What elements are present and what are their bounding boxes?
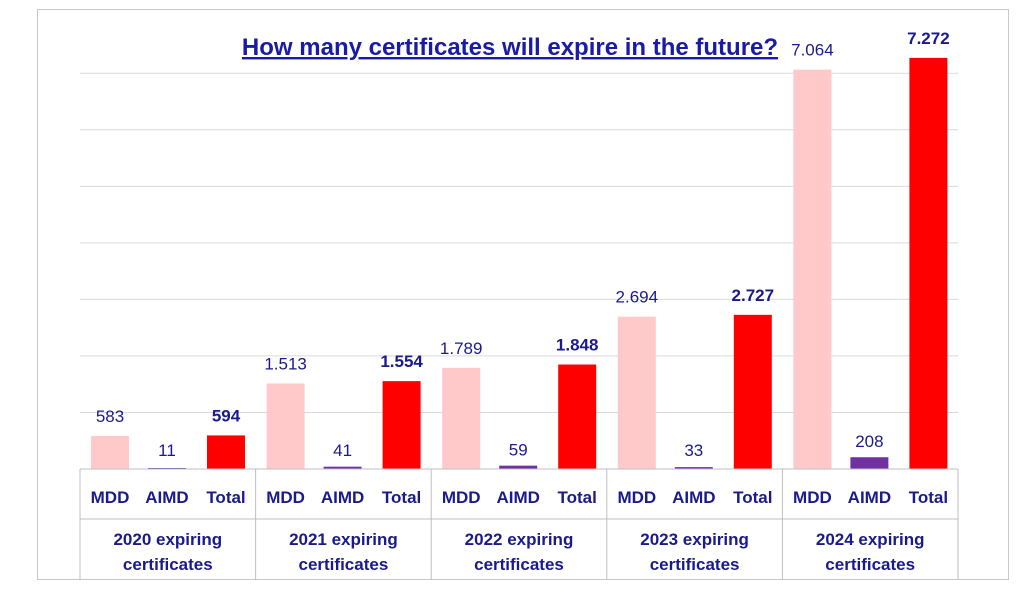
category-label: MDD	[442, 488, 481, 507]
value-label: 1.554	[380, 352, 423, 371]
value-label: 594	[212, 406, 241, 425]
value-label: 2.727	[732, 286, 775, 305]
group-label-line2: certificates	[474, 555, 564, 574]
category-label: AIMD	[496, 488, 539, 507]
group-label-line2: certificates	[650, 555, 740, 574]
value-label: 41	[333, 441, 352, 460]
category-label: AIMD	[321, 488, 364, 507]
value-label: 7.064	[791, 41, 834, 60]
category-label: MDD	[91, 488, 130, 507]
chart-frame	[37, 9, 1009, 580]
group-label-line2: certificates	[825, 555, 915, 574]
value-label: 1.513	[264, 354, 307, 373]
bar-total	[909, 57, 948, 470]
bar-aimd	[674, 467, 713, 469]
category-label: Total	[558, 488, 597, 507]
bar-mdd	[266, 383, 305, 469]
category-label: AIMD	[145, 488, 188, 507]
value-label: 583	[96, 407, 124, 426]
category-label: MDD	[617, 488, 656, 507]
value-label: 59	[509, 441, 528, 460]
bar-total	[558, 364, 597, 469]
value-label: 1.789	[440, 339, 483, 358]
group-label-line1: 2024 expiring	[816, 530, 925, 549]
category-label: MDD	[266, 488, 305, 507]
category-label: Total	[206, 488, 245, 507]
value-label: 208	[855, 432, 883, 451]
value-label: 2.694	[616, 288, 659, 307]
group-label-line1: 2023 expiring	[640, 530, 749, 549]
bar-aimd	[850, 457, 889, 469]
category-label: Total	[909, 488, 948, 507]
chart-title: How many certificates will expire in the…	[242, 34, 778, 61]
category-label: AIMD	[848, 488, 891, 507]
value-label: 11	[158, 441, 176, 460]
bar-mdd	[91, 436, 129, 469]
bar-mdd	[793, 69, 832, 470]
bar-total	[207, 435, 245, 469]
group-label-line2: certificates	[123, 555, 213, 574]
bar-mdd	[442, 367, 481, 469]
bars	[91, 57, 948, 470]
bar-aimd	[323, 466, 362, 469]
value-label: 1.848	[556, 336, 599, 355]
value-label: 7.272	[907, 29, 950, 48]
category-label: MDD	[793, 488, 832, 507]
bar-mdd	[617, 316, 656, 469]
group-label-line1: 2021 expiring	[289, 530, 398, 549]
value-labels: 583 11 594 1.513 41 1.554 1.789 59 1.848 2.694 33 2…	[96, 29, 950, 460]
category-axis: MDD AIMD Total 2020 expiring certificates MDD…	[79, 468, 959, 580]
category-label: AIMD	[672, 488, 715, 507]
group-label-line2: certificates	[299, 555, 389, 574]
bar-total	[382, 381, 421, 469]
group-label-line1: 2020 expiring	[113, 530, 222, 549]
bar-total	[733, 314, 772, 469]
bar-aimd	[499, 465, 538, 469]
value-label: 33	[684, 441, 703, 460]
category-label: Total	[733, 488, 772, 507]
group-label-line1: 2022 expiring	[465, 530, 574, 549]
category-label: Total	[382, 488, 421, 507]
